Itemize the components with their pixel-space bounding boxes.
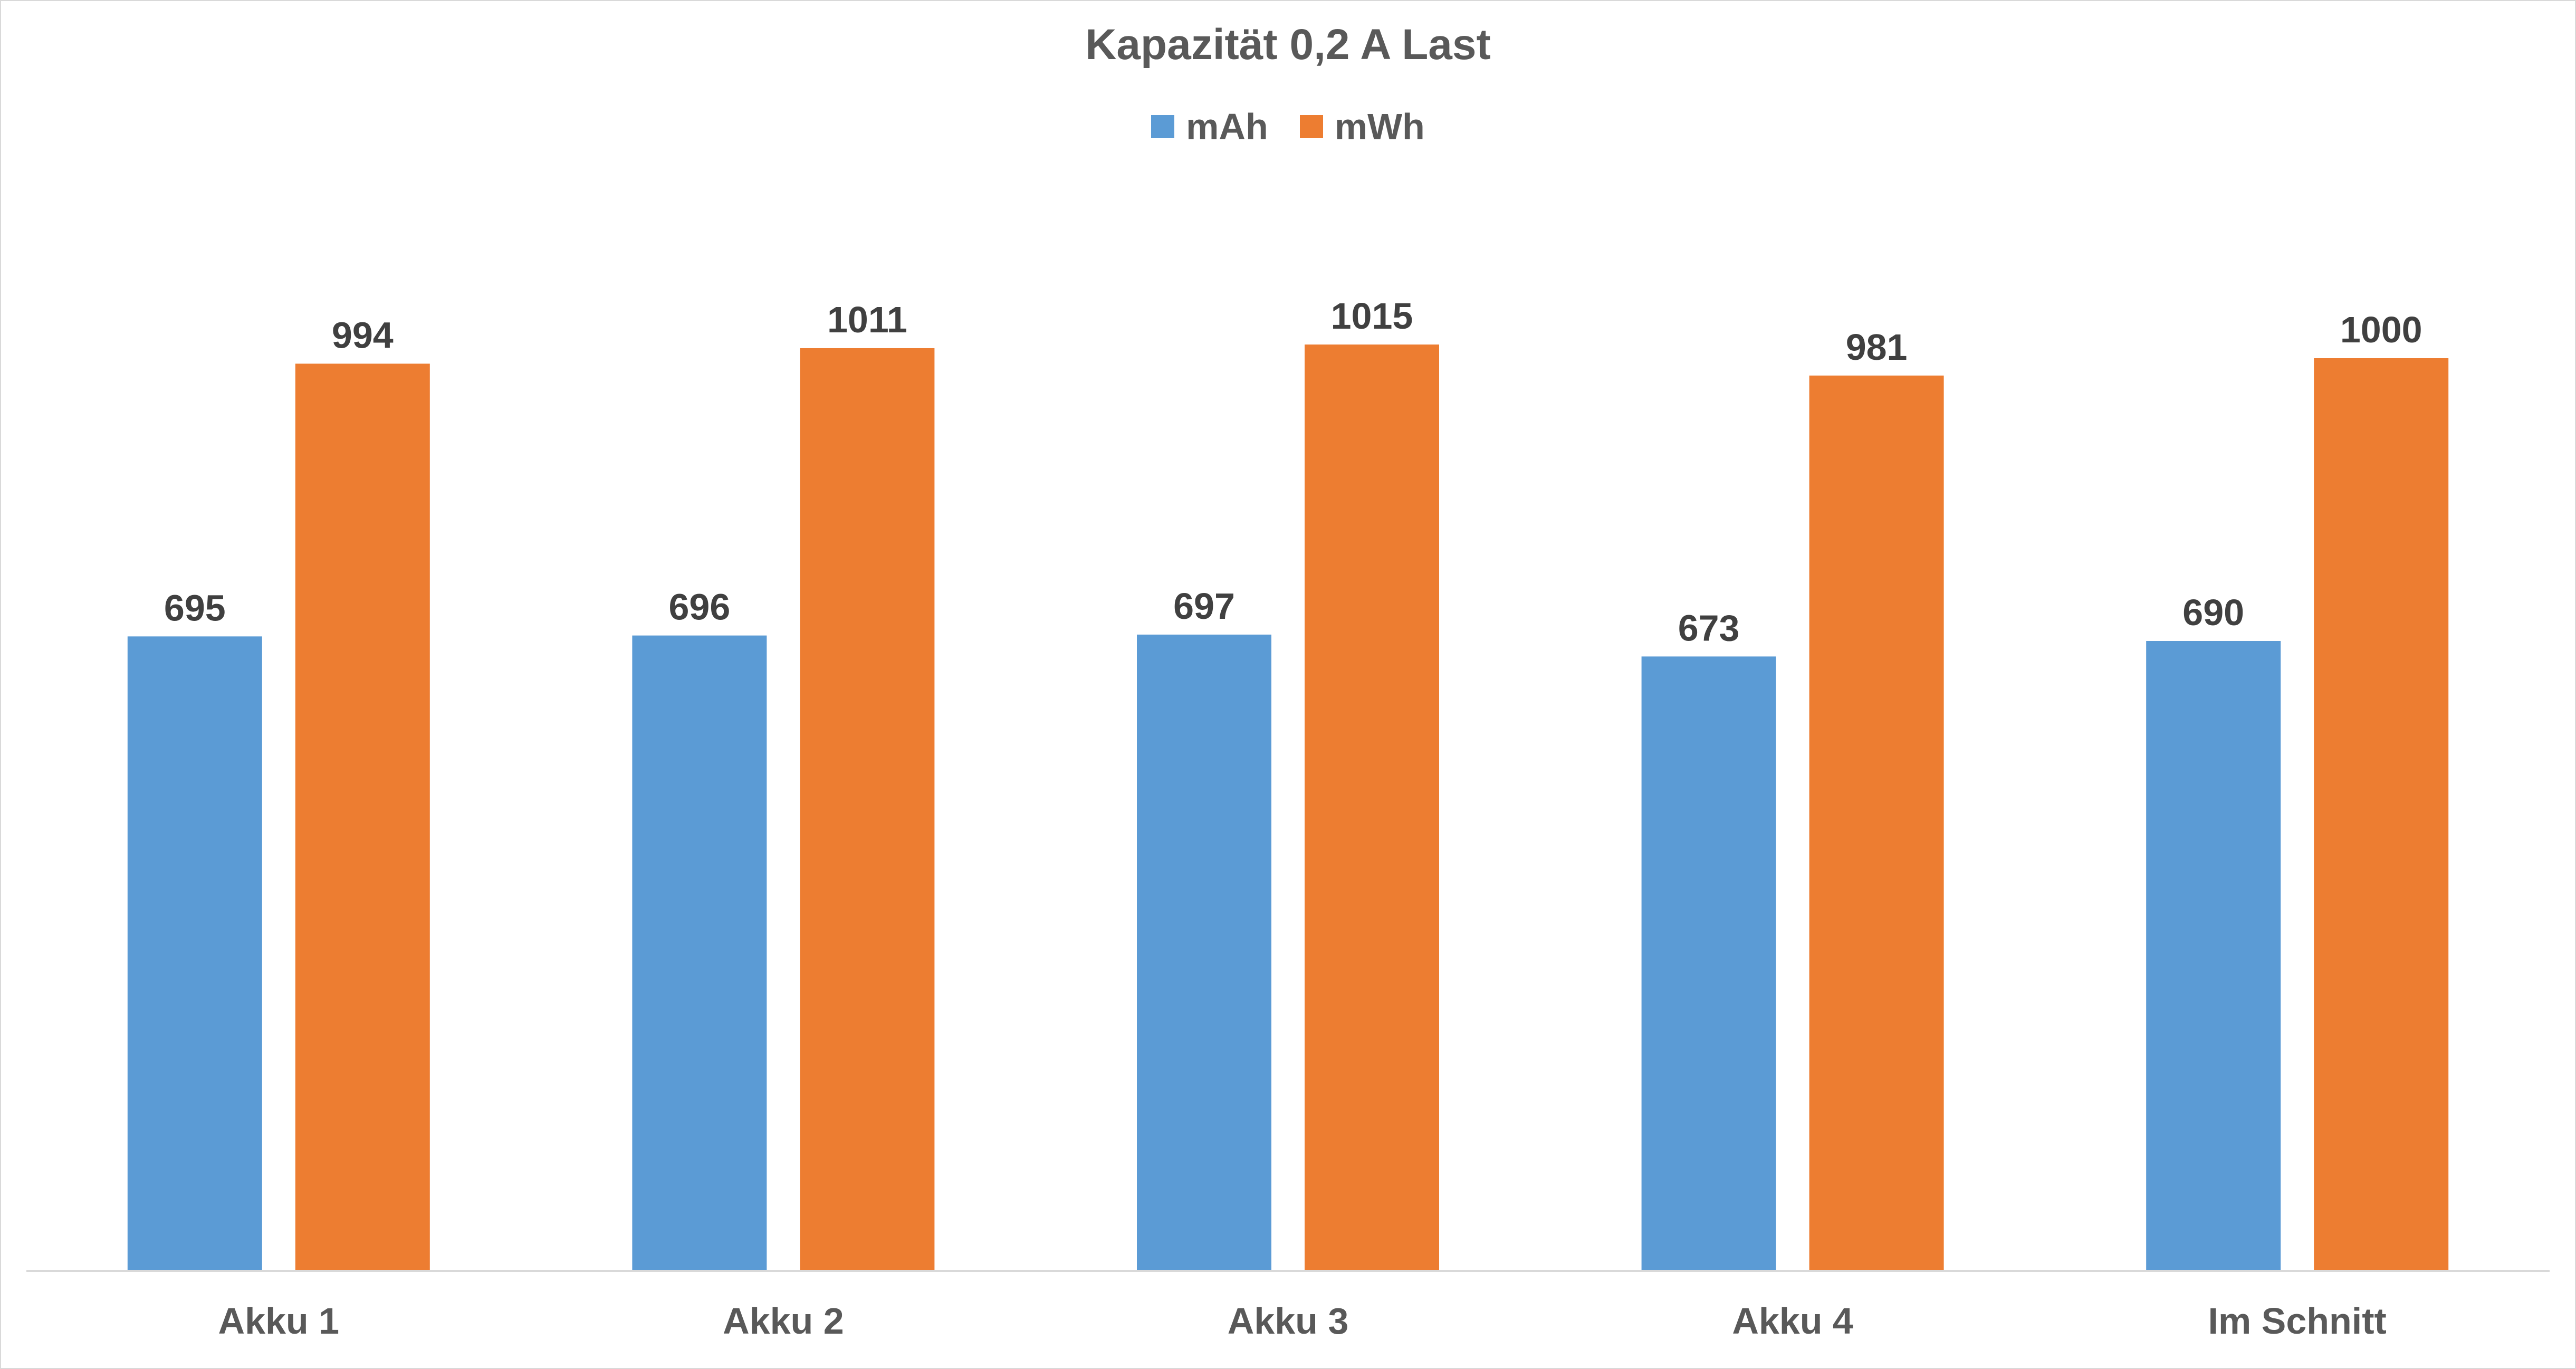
bar-mwh-im-schnitt [2314, 358, 2449, 1270]
category-label-akku-3: Akku 3 [1228, 1300, 1349, 1342]
legend-label-mah: mAh [1186, 106, 1268, 147]
bar-mah-akku-2 [632, 635, 767, 1270]
data-label-mwh-akku-4: 981 [1846, 327, 1908, 368]
legend-label-mwh: mWh [1334, 106, 1425, 147]
data-label-mah-akku-3: 697 [1173, 586, 1235, 627]
data-label-mwh-akku-3: 1015 [1331, 295, 1413, 337]
category-label-akku-2: Akku 2 [723, 1300, 844, 1342]
chart-legend: mAh mWh [0, 106, 2576, 148]
category-label-akku-4: Akku 4 [1732, 1300, 1853, 1342]
bar-mwh-akku-4 [1809, 375, 1944, 1270]
category-label-im-schnitt: Im Schnitt [2208, 1300, 2387, 1342]
bar-mah-akku-1 [127, 636, 262, 1270]
bar-mah-im-schnitt [2146, 640, 2281, 1270]
data-label-mwh-im-schnitt: 1000 [2340, 309, 2422, 350]
legend-item-mah: mAh [1151, 106, 1268, 148]
data-label-mah-akku-4: 673 [1678, 607, 1740, 648]
bar-mwh-akku-3 [1305, 344, 1439, 1271]
bar-mwh-akku-2 [800, 348, 935, 1271]
legend-item-mwh: mWh [1299, 106, 1425, 148]
chart-title: Kapazität 0,2 A Last [1085, 21, 1491, 69]
data-label-mah-im-schnitt: 690 [2182, 592, 2244, 633]
data-label-mwh-akku-2: 1011 [827, 299, 907, 340]
data-label-mah-akku-2: 696 [669, 587, 731, 628]
bar-mah-akku-4 [1641, 656, 1776, 1270]
legend-swatch-mwh [1299, 115, 1323, 138]
bar-mwh-akku-1 [295, 363, 430, 1270]
category-label-akku-1: Akku 1 [218, 1300, 340, 1342]
legend-swatch-mah [1151, 115, 1175, 138]
data-label-mwh-akku-1: 994 [332, 314, 394, 356]
bar-mah-akku-3 [1137, 634, 1271, 1270]
data-label-mah-akku-1: 695 [164, 587, 226, 628]
